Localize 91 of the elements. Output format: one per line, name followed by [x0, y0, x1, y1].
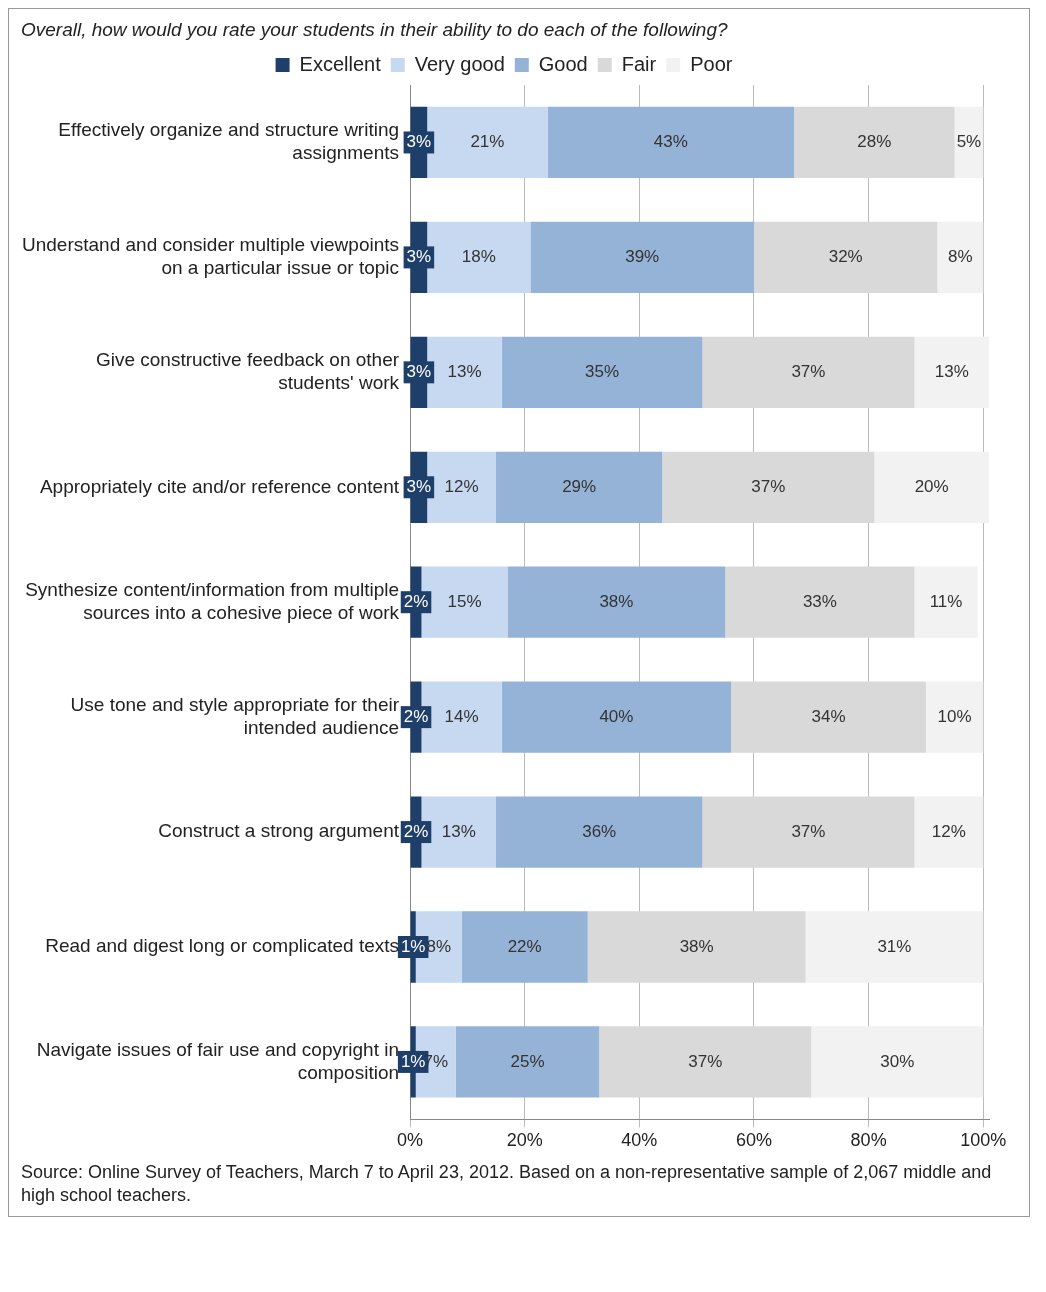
data-label: 3%	[406, 132, 432, 152]
data-label: 8%	[948, 247, 973, 267]
bar	[805, 911, 984, 983]
data-label: 33%	[802, 591, 837, 611]
data-label: 36%	[582, 821, 617, 841]
bar	[914, 336, 989, 408]
y-tick-label: Construct a strong argument	[158, 820, 400, 842]
data-label: 11%	[929, 591, 963, 611]
data-label: 5%	[956, 132, 982, 152]
bar	[599, 1026, 812, 1098]
bar	[461, 911, 588, 983]
data-label: 14%	[444, 706, 479, 726]
bar	[937, 221, 984, 294]
x-tick-label: 60%	[735, 1130, 772, 1151]
y-tick-label: Synthesize content/information from multiple sources into a cohesive piece of work	[25, 579, 400, 623]
bar	[702, 336, 915, 408]
bar	[530, 221, 754, 294]
data-label: 18%	[461, 247, 496, 267]
data-label: 2%	[403, 706, 429, 726]
data-label: 10%	[937, 706, 972, 726]
x-tick-label: 100%	[960, 1130, 1007, 1151]
bar	[811, 1026, 984, 1098]
bar	[731, 681, 926, 753]
y-tick-label: Effectively organize and structure writing assignments	[58, 119, 400, 164]
bar	[501, 681, 732, 753]
x-tick-label: 40%	[621, 1130, 658, 1151]
data-label: 37%	[751, 476, 786, 496]
x-tick-label: 0%	[397, 1130, 424, 1151]
data-label: 3%	[406, 247, 432, 267]
data-label: 1%	[400, 936, 426, 956]
bar	[702, 796, 915, 868]
legend-label: Excellent	[299, 52, 382, 75]
bar	[914, 566, 978, 638]
x-tick-label: 80%	[850, 1130, 887, 1151]
data-label: 32%	[828, 247, 863, 267]
legend-label: Good	[538, 52, 588, 75]
chart-title: Overall, how would you rate your students in their ability to do each of the following?	[20, 18, 729, 42]
data-label: 40%	[599, 706, 634, 726]
legend-label: Very good	[414, 52, 505, 75]
x-tick-label: 20%	[506, 1130, 543, 1151]
bar	[501, 336, 703, 408]
data-label: 2%	[403, 591, 429, 611]
data-label: 3%	[406, 362, 432, 382]
y-tick-label: Give constructive feedback on other students' work	[95, 349, 400, 393]
bar	[914, 796, 984, 868]
bar	[547, 106, 795, 179]
data-label: 1%	[400, 1051, 426, 1071]
legend-label: Poor	[690, 52, 733, 75]
data-label: 29%	[562, 476, 597, 496]
data-label: 2%	[403, 821, 429, 841]
data-label: 13%	[934, 362, 969, 382]
data-label: 25%	[510, 1051, 545, 1071]
data-label: 20%	[914, 476, 949, 496]
data-label: 37%	[791, 821, 826, 841]
bar	[662, 451, 875, 523]
bar	[925, 681, 984, 753]
data-label: 39%	[625, 247, 660, 267]
y-tick-label: Use tone and style appropriate for their intended audience	[70, 693, 400, 738]
bar	[794, 106, 955, 179]
data-label: 38%	[679, 936, 714, 956]
bar	[455, 1026, 600, 1098]
y-tick-label: Read and digest long or complicated texts	[45, 935, 400, 957]
bar	[507, 566, 726, 638]
data-label: 3%	[406, 476, 432, 496]
data-label: 38%	[599, 591, 634, 611]
bar	[496, 451, 663, 523]
data-label: 28%	[857, 132, 892, 152]
data-label: 31%	[877, 936, 912, 956]
y-tick-label: Appropriately cite and/or reference content	[39, 475, 400, 497]
bar	[753, 221, 938, 294]
data-label: 22%	[507, 936, 542, 956]
data-label: 15%	[447, 591, 482, 611]
data-label: 34%	[811, 706, 846, 726]
data-label: 12%	[931, 821, 966, 841]
bar	[587, 911, 806, 983]
data-label: 37%	[688, 1051, 723, 1071]
bar	[874, 451, 989, 523]
y-tick-label: Understand and consider multiple viewpoints on a particular issue or topic	[21, 234, 400, 279]
data-label: 12%	[444, 476, 479, 496]
data-label: 37%	[791, 362, 826, 382]
source-note: Source: Online Survey of Teachers, March 7 to April 23, 2012. Based on a non-representative sample of 2,067 middle and high school teachers.	[20, 1161, 993, 1208]
data-label: 43%	[653, 132, 688, 152]
data-label: 13%	[441, 821, 476, 841]
data-label: 30%	[880, 1051, 915, 1071]
data-label: 13%	[447, 362, 482, 382]
legend-label: Fair	[621, 52, 657, 75]
bar	[496, 796, 703, 868]
data-label: 35%	[585, 362, 620, 382]
data-label: 21%	[470, 132, 505, 152]
bar	[725, 566, 915, 638]
y-tick-label: Navigate issues of fair use and copyright in composition	[36, 1038, 400, 1083]
